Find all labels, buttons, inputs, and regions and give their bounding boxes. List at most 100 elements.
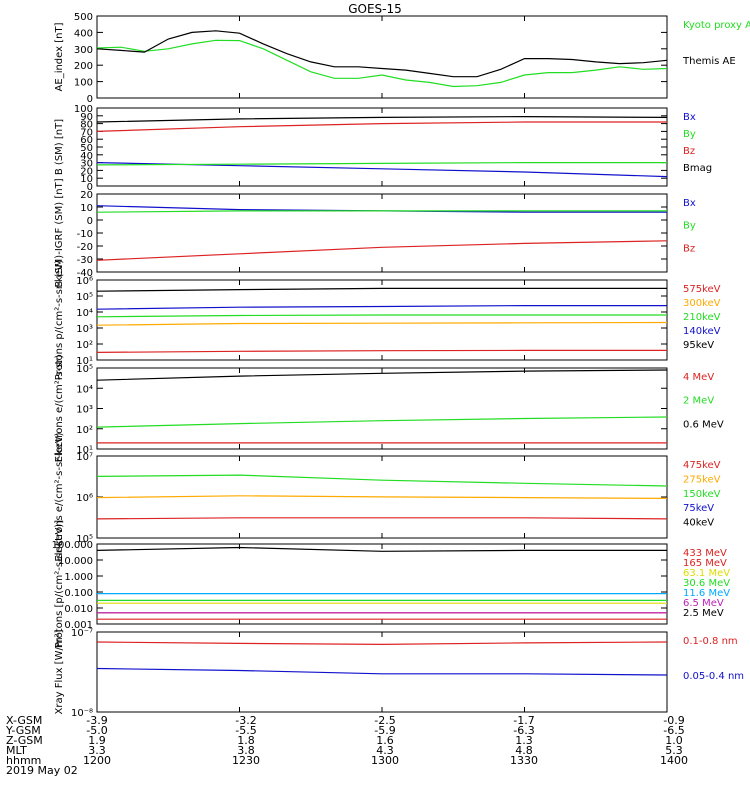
orbit-column-1330: -1.7 -6.3 1.3 4.8 1330 <box>494 714 554 766</box>
y-axis-label: Protons [p/(cm²-s-sr-keV)] <box>54 520 65 648</box>
y-tick-label: 10⁻⁸ <box>71 708 93 719</box>
legend-label: 300keV <box>683 298 721 309</box>
panel-frame <box>96 367 668 450</box>
legend-label: 30.6 MeV <box>683 578 730 589</box>
legend-label: Bz <box>683 146 695 157</box>
orbit-value: 1200 <box>83 754 111 767</box>
y-tick-label: 0 <box>87 216 93 227</box>
legend-label: 150keV <box>683 489 721 500</box>
series-line <box>96 474 668 487</box>
y-tick-label: 10⁴ <box>76 384 93 395</box>
orbit-value: 1.6 <box>376 734 394 747</box>
y-tick-label: 10⁷ <box>76 452 93 463</box>
y-axis-label: Xray Flux [W/m²] <box>54 629 65 714</box>
legend-label: 2 MeV <box>683 396 714 407</box>
series-line <box>96 305 667 310</box>
y-tick-label: 20 <box>80 190 93 201</box>
series-line <box>96 641 668 646</box>
legend-label: By <box>683 129 696 140</box>
series-line <box>96 121 667 132</box>
y-tick-label: 400 <box>74 28 93 39</box>
orbit-label-z-gsm: Z-GSM <box>6 734 43 747</box>
y-tick-label: 10³ <box>76 324 93 335</box>
y-tick-label: 10⁴ <box>76 308 93 319</box>
orbit-value: 3.8 <box>237 744 255 757</box>
y-tick-label: 100.000 <box>52 540 93 551</box>
orbit-value: 4.3 <box>376 744 394 757</box>
y-tick-label: -10 <box>77 229 93 240</box>
legend-label: 433 MeV <box>683 548 727 559</box>
orbit-column-1400: -0.9 -6.5 1.0 5.3 1400 <box>644 715 704 767</box>
y-axis-label: AE_index [nT] <box>54 22 65 91</box>
series-line <box>96 369 668 381</box>
y-tick-label: 10² <box>76 425 93 436</box>
series-line <box>96 240 668 261</box>
legend-label: 63.1 MeV <box>683 568 730 579</box>
orbit-value: -5.5 <box>235 724 257 737</box>
orbit-value: -6.5 <box>663 724 685 737</box>
legend-label: 275keV <box>683 474 721 485</box>
y-tick-label: 10⁶ <box>76 493 93 504</box>
orbit-value: 1300 <box>371 754 399 767</box>
orbit-value: 1.3 <box>515 734 533 747</box>
y-tick-label: 0 <box>87 94 93 105</box>
series-line <box>96 210 667 213</box>
panel-frame <box>96 15 668 99</box>
y-tick-label: 10³ <box>76 405 93 416</box>
y-tick-label: 10.000 <box>58 556 93 567</box>
orbit-value: -3.9 <box>86 714 108 727</box>
y-tick-label: 10² <box>76 340 93 351</box>
series-line <box>96 314 667 318</box>
legend-label: 2.5 MeV <box>683 608 724 619</box>
legend-label: 11.6 MeV <box>683 588 730 599</box>
y-axis-label: Protons p/(cm²-s-sr-keV) <box>54 260 65 381</box>
legend-label: 575keV <box>683 284 721 295</box>
series-line <box>96 115 668 123</box>
orbit-value: 5.3 <box>665 744 683 757</box>
plot-title: GOES-15 <box>348 2 402 16</box>
series-line <box>96 349 667 353</box>
y-tick-label: 10⁵ <box>76 534 93 545</box>
y-tick-label: -40 <box>77 268 93 279</box>
y-tick-label: 10¹ <box>76 356 93 367</box>
legend-label: Bmag <box>683 163 712 174</box>
legend-label: 40keV <box>683 518 714 529</box>
legend-label: 210keV <box>683 312 721 323</box>
orbit-value: 1.0 <box>665 734 683 747</box>
y-tick-label: 10 <box>80 203 93 214</box>
y-tick-label: 100 <box>74 104 93 115</box>
date-label: 2019 May 02 <box>6 764 78 777</box>
y-tick-label: 70 <box>80 127 93 138</box>
y-tick-label: -20 <box>77 242 93 253</box>
y-tick-label: 0.010 <box>64 604 93 615</box>
orbit-row-labels: X-GSM Y-GSM Z-GSM MLT hhmm 2019 May 02 <box>6 715 78 777</box>
series-line <box>96 517 668 520</box>
legend-label: 165 MeV <box>683 558 727 569</box>
panel-frame <box>96 193 668 273</box>
orbit-column-1300: -2.5 -5.9 1.6 4.3 1300 <box>355 714 415 767</box>
legend-label: Bx <box>683 112 696 123</box>
series-line <box>96 162 667 166</box>
y-tick-label: 10⁵ <box>76 364 93 375</box>
legend-label: 0.05-0.4 nm <box>683 671 744 682</box>
y-axis-label: B (SM) [nT] <box>54 119 65 175</box>
series-line <box>96 39 668 88</box>
orbit-column-1200: -3.9 -5.0 1.9 3.3 1200 <box>67 714 127 767</box>
y-tick-label: 10⁶ <box>76 276 93 287</box>
orbit-value: 1.9 <box>88 734 106 747</box>
orbit-value: -1.7 <box>513 714 535 727</box>
series-line <box>96 667 668 676</box>
y-tick-label: 200 <box>74 61 93 72</box>
y-tick-label: 300 <box>74 45 93 56</box>
orbit-label-y-gsm: Y-GSM <box>6 724 41 737</box>
legend-label: 0.1-0.8 nm <box>683 636 738 647</box>
y-tick-label: 40 <box>80 151 93 162</box>
orbit-value: -2.5 <box>374 714 396 727</box>
orbit-value: 3.3 <box>88 744 106 757</box>
y-axis-label: B (SM)-IGRF (SM) [nT] <box>54 178 65 287</box>
y-tick-label: 80 <box>80 120 93 131</box>
orbit-value: -6.3 <box>513 724 535 737</box>
orbit-value: 1400 <box>660 754 688 767</box>
